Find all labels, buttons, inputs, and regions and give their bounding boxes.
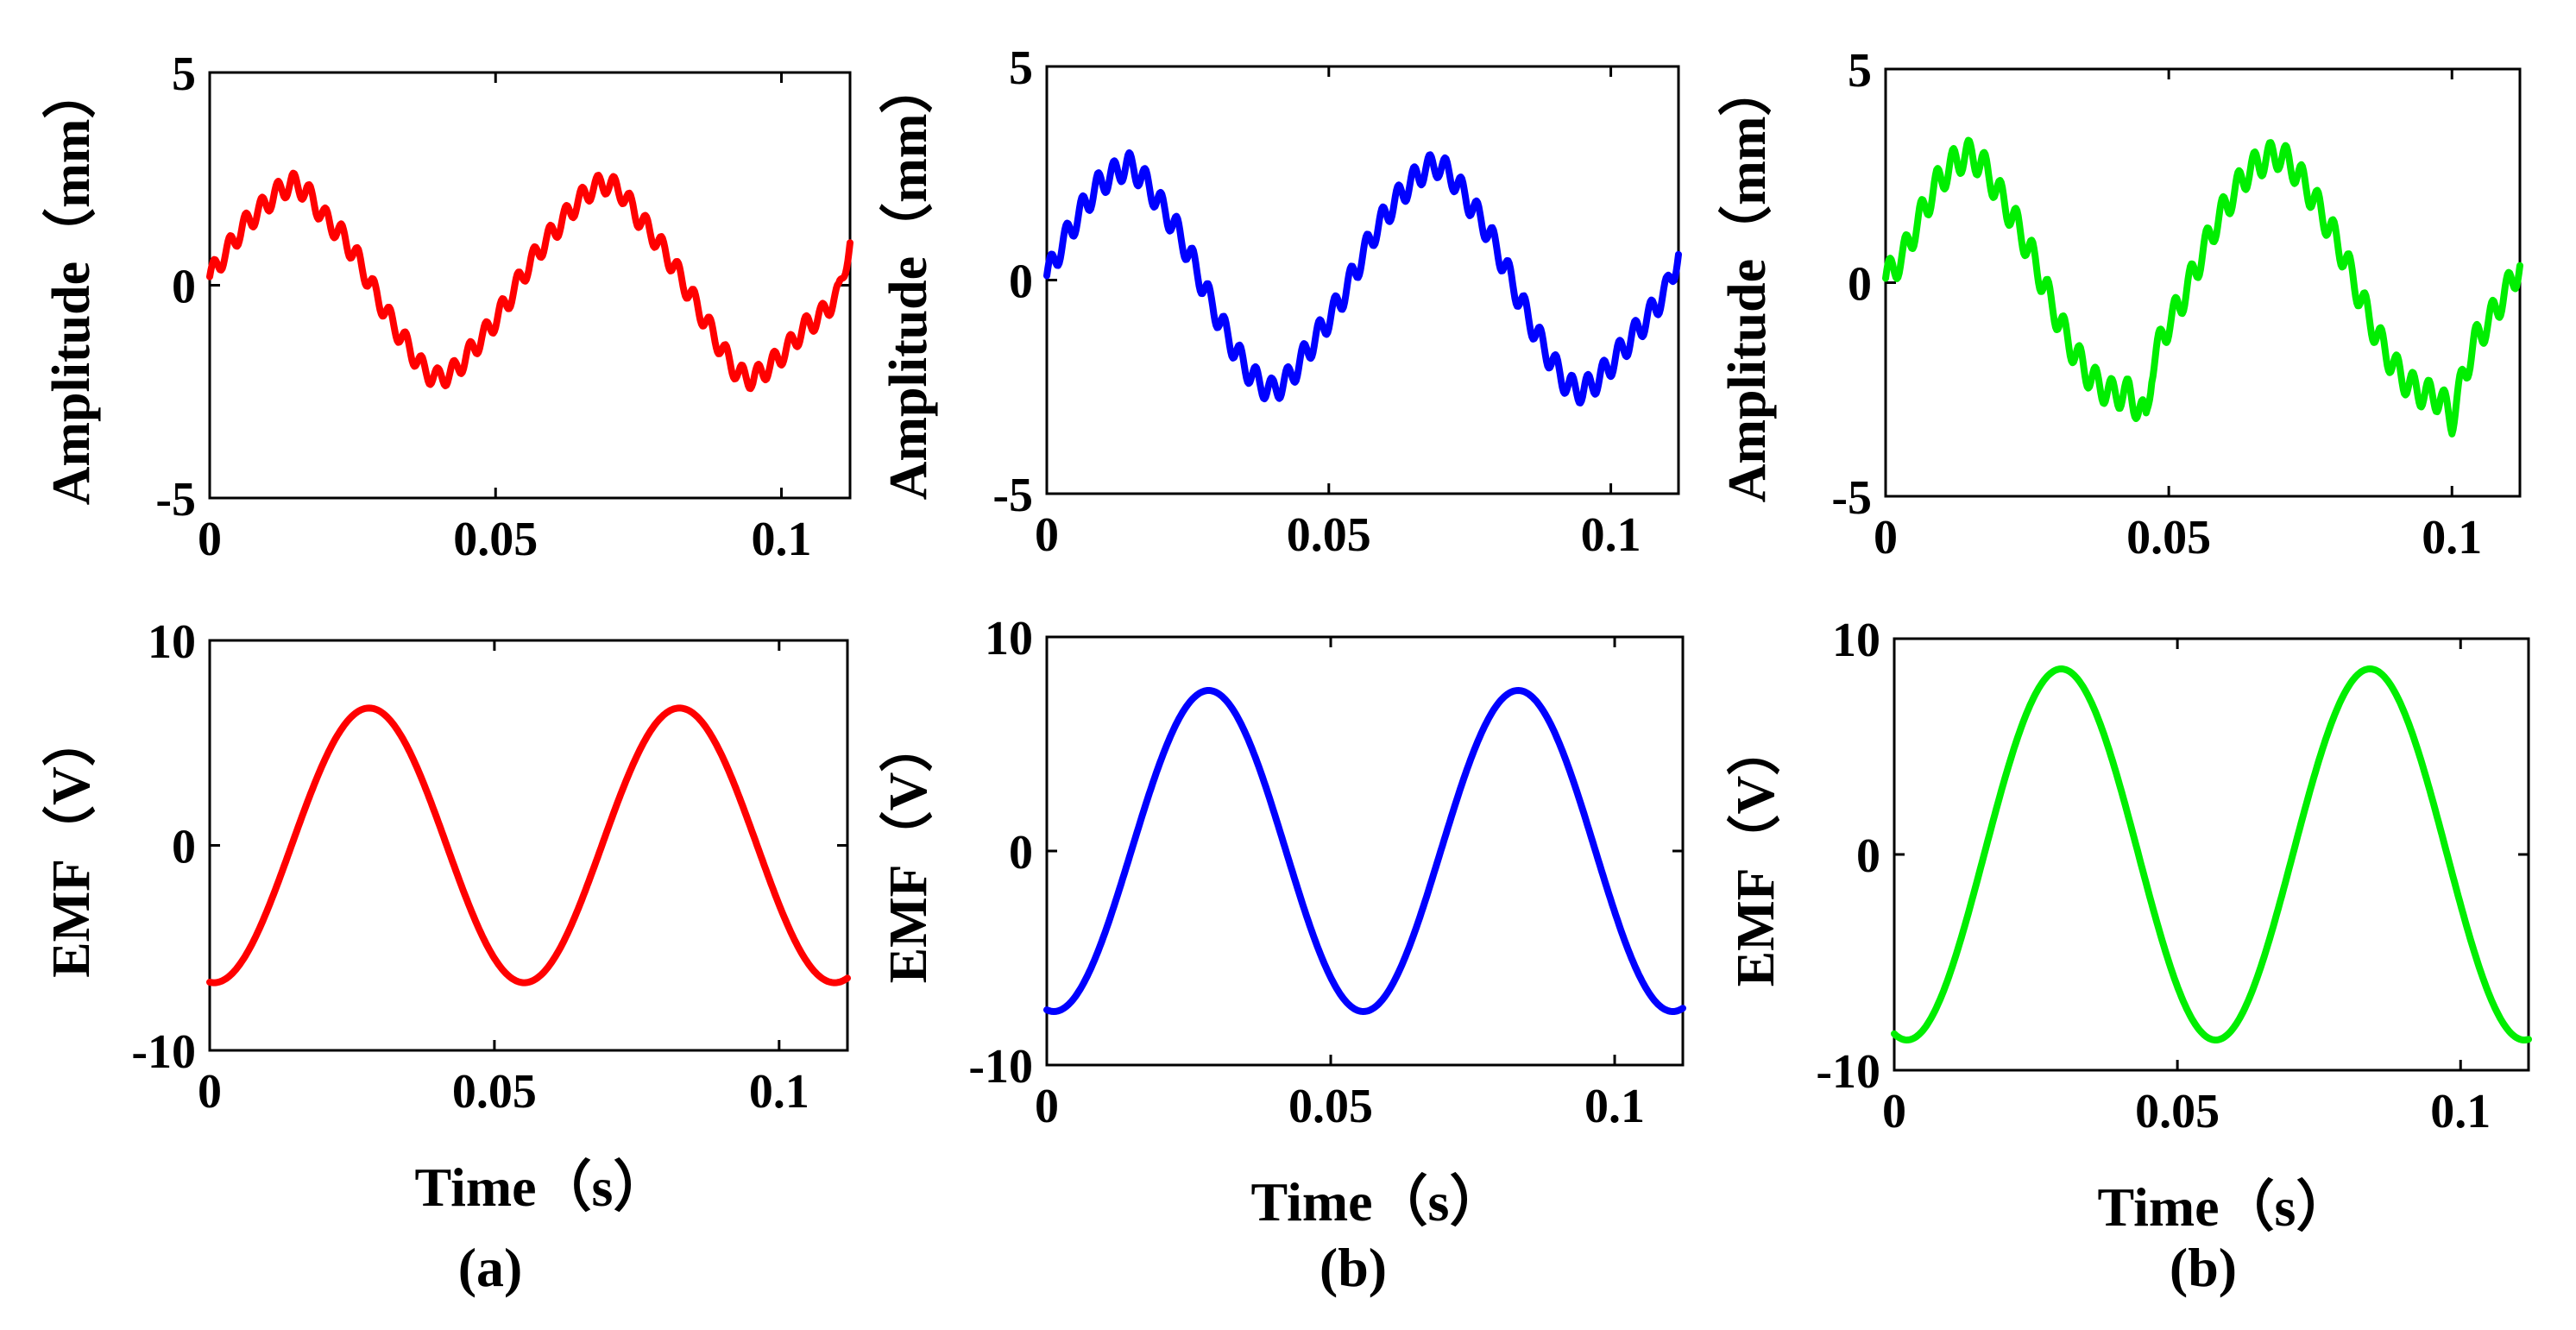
y-tick-label: 5 bbox=[172, 47, 196, 101]
series-line-emf bbox=[1891, 665, 2532, 1043]
x-tick-label: 0 bbox=[1874, 511, 1898, 564]
x-tick-label: 0 bbox=[1035, 1080, 1059, 1133]
panel-label-c-text: (b) bbox=[2170, 1237, 2237, 1298]
panel-label-b: (b) bbox=[1319, 1237, 1387, 1298]
series-line-displacement bbox=[1882, 136, 2523, 438]
x-tick-label: 0.05 bbox=[1287, 508, 1371, 562]
x-tick-label: 0 bbox=[1035, 508, 1059, 562]
y-tick-label: 0 bbox=[1009, 255, 1033, 309]
series-line-emf bbox=[1043, 687, 1686, 1015]
y-tick-label: -10 bbox=[968, 1040, 1033, 1094]
x-tick-label: 0.05 bbox=[453, 513, 538, 566]
y-axis-label: Amplitude（mm） bbox=[878, 60, 938, 501]
x-axis-label: Time（s） bbox=[1251, 1171, 1505, 1232]
y-tick-label: 0 bbox=[1848, 258, 1872, 312]
y-tick-label: 10 bbox=[148, 615, 196, 669]
axes-frame bbox=[1045, 635, 1685, 1067]
x-tick-label: 0.05 bbox=[2126, 511, 2211, 564]
y-tick-label: -5 bbox=[155, 473, 196, 526]
y-axis-label: Amplitude（mm） bbox=[1716, 63, 1777, 503]
y-tick-label: 0 bbox=[1856, 829, 1880, 883]
y-axis-label: Amplitude（mm） bbox=[41, 66, 101, 506]
series-line-displacement bbox=[1043, 149, 1682, 407]
x-tick-label: 0 bbox=[198, 1065, 222, 1119]
y-axis-label: EMF（V） bbox=[878, 719, 938, 984]
x-tick-label: 0.05 bbox=[2135, 1085, 2220, 1138]
x-axis-label: Time（s） bbox=[415, 1157, 669, 1218]
y-tick-label: 0 bbox=[172, 261, 196, 314]
x-tick-label: 0.1 bbox=[1581, 508, 1641, 562]
axes-frame bbox=[208, 639, 849, 1052]
y-axis-label: EMF（V） bbox=[1725, 722, 1786, 987]
x-tick-label: 0.1 bbox=[752, 513, 812, 566]
x-tick-label: 0.1 bbox=[1584, 1080, 1645, 1133]
y-tick-label: -5 bbox=[1831, 471, 1872, 525]
x-tick-label: 0.1 bbox=[2422, 511, 2482, 564]
panel-label-b-text: (b) bbox=[1319, 1237, 1387, 1298]
y-tick-label: 5 bbox=[1848, 44, 1872, 98]
x-tick-label: 0 bbox=[198, 513, 222, 566]
panel-label-c: (b) bbox=[2170, 1237, 2237, 1298]
axes-frame bbox=[208, 71, 852, 500]
panel-label-a-text: (a) bbox=[458, 1237, 523, 1298]
y-tick-label: -10 bbox=[131, 1025, 196, 1079]
x-tick-label: 0 bbox=[1882, 1085, 1906, 1138]
x-tick-label: 0.1 bbox=[749, 1065, 809, 1119]
y-tick-label: 5 bbox=[1009, 41, 1033, 95]
y-tick-label: 0 bbox=[1009, 826, 1033, 879]
x-tick-label: 0.05 bbox=[1288, 1080, 1373, 1133]
series-line-emf bbox=[206, 704, 851, 986]
panel-label-a: (a) bbox=[458, 1237, 523, 1298]
x-axis-label: Time（s） bbox=[2098, 1176, 2352, 1238]
y-tick-label: -5 bbox=[992, 469, 1033, 522]
series-line-displacement bbox=[206, 169, 853, 393]
y-tick-label: 10 bbox=[1832, 614, 1880, 667]
axes-frame bbox=[1884, 67, 2522, 498]
axes-frame bbox=[1045, 65, 1680, 495]
axes-frame bbox=[1893, 637, 2530, 1072]
y-tick-label: 0 bbox=[172, 821, 196, 874]
y-tick-label: 10 bbox=[985, 612, 1033, 665]
y-axis-label: EMF（V） bbox=[41, 713, 101, 978]
x-tick-label: 0.05 bbox=[452, 1065, 537, 1119]
x-tick-label: 0.1 bbox=[2430, 1085, 2491, 1138]
y-tick-label: -10 bbox=[1816, 1045, 1880, 1099]
